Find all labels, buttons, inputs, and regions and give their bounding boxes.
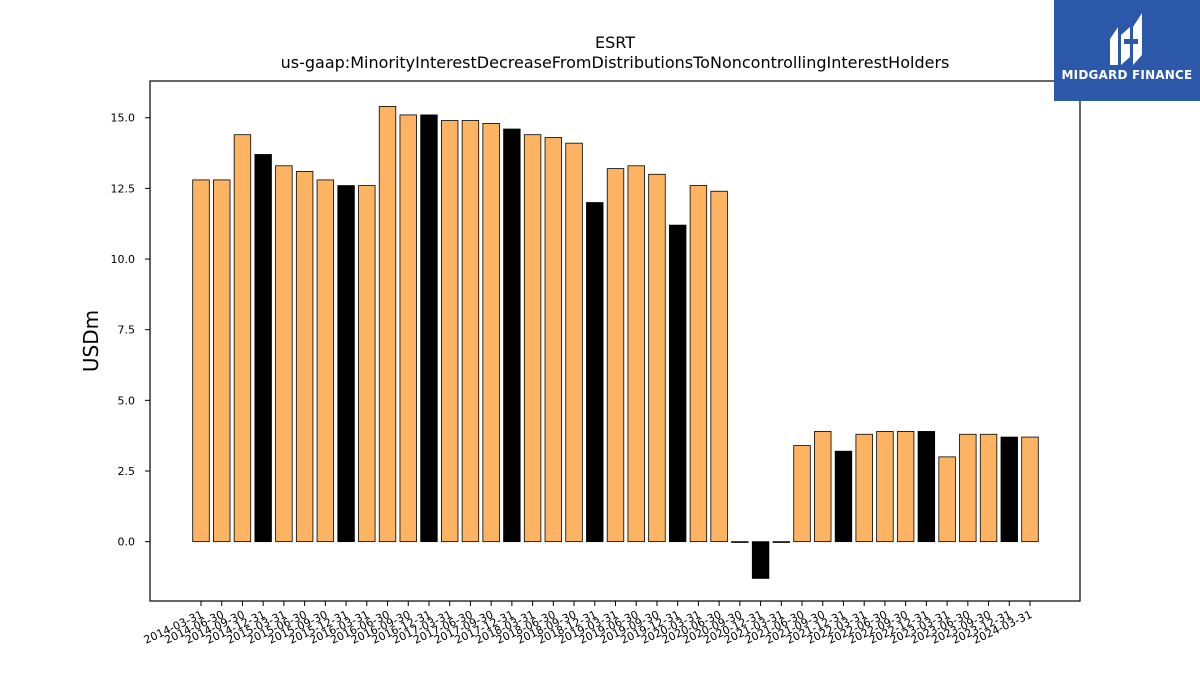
bar-2021-12-31: [834, 450, 853, 543]
bar-2022-12-31: [917, 431, 936, 543]
bar-2016-09-30: [399, 114, 417, 543]
bar-2023-09-30: [979, 433, 998, 543]
bar-2016-03-31: [358, 185, 376, 543]
bar-2022-09-30: [896, 431, 915, 543]
bar-2014-03-31: [192, 179, 210, 543]
chart-subtitle: us-gaap:MinorityInterestDecreaseFromDist…: [281, 53, 950, 72]
bar-2015-03-31: [275, 165, 293, 543]
bar-2020-09-30: [731, 541, 749, 543]
bar-2017-09-30: [482, 122, 500, 543]
bar-2020-06-30: [710, 190, 728, 543]
y-axis-label: USDm: [79, 310, 103, 372]
bar-2017-12-31: [503, 128, 521, 543]
bar-2017-06-30: [461, 120, 480, 543]
y-tick-label: 7.5: [118, 324, 136, 337]
bar-2019-06-30: [627, 165, 645, 543]
y-tick-label: 5.0: [118, 394, 136, 407]
bar-2018-12-31: [586, 202, 604, 543]
bar-2023-12-31: [1000, 436, 1018, 543]
y-tick-label: 12.5: [111, 182, 136, 195]
bar-2015-09-30: [316, 179, 335, 543]
y-tick-label: 2.5: [118, 465, 136, 478]
bar-2021-03-31: [772, 541, 790, 543]
midgard-finance-logo: MIDGARD FINANCE: [1054, 0, 1200, 101]
bar-2018-09-30: [565, 142, 583, 543]
bar-2023-06-30: [959, 433, 977, 543]
bar-2019-09-30: [648, 173, 666, 543]
bar-2015-12-31: [337, 185, 355, 543]
bar-2016-12-31: [420, 114, 438, 543]
bar-2019-03-31: [606, 168, 625, 543]
bar-2018-03-31: [523, 134, 542, 543]
bar-2020-03-31: [689, 185, 708, 543]
bar-2014-12-31: [254, 154, 272, 543]
bar-2016-06-30: [378, 106, 397, 543]
bar-2022-06-30: [876, 431, 894, 543]
bar-2021-09-30: [814, 431, 832, 543]
bar-2017-03-31: [441, 120, 459, 543]
bar-2014-09-30: [233, 134, 252, 543]
bar-2020-12-31: [751, 541, 770, 579]
y-tick-label: 15.0: [111, 112, 136, 125]
bar-2018-06-30: [544, 137, 563, 543]
y-tick-label: 10.0: [111, 253, 136, 266]
bar-2023-03-31: [938, 456, 956, 543]
plot-frame: [149, 80, 1081, 602]
bar-2024-03-31: [1021, 436, 1039, 543]
x-ticks-group: 2014-03-312014-06-302014-09-302014-12-31…: [142, 601, 1034, 647]
logo-mark-icon: [1110, 13, 1142, 65]
bar-2022-03-31: [855, 433, 873, 543]
logo-text: MIDGARD FINANCE: [1061, 68, 1193, 82]
y-tick-label: 0.0: [118, 536, 136, 549]
bar-2015-06-30: [295, 171, 314, 543]
bar-2014-06-30: [213, 179, 231, 543]
bar-2019-12-31: [668, 224, 687, 543]
y-ticks-group: 0.0 2.5 5.0 7.5 10.0 12.5 15.0: [111, 112, 150, 549]
bar-2021-06-30: [793, 445, 811, 543]
chart-title: ESRT: [595, 33, 635, 52]
bars-group: [192, 106, 1039, 579]
